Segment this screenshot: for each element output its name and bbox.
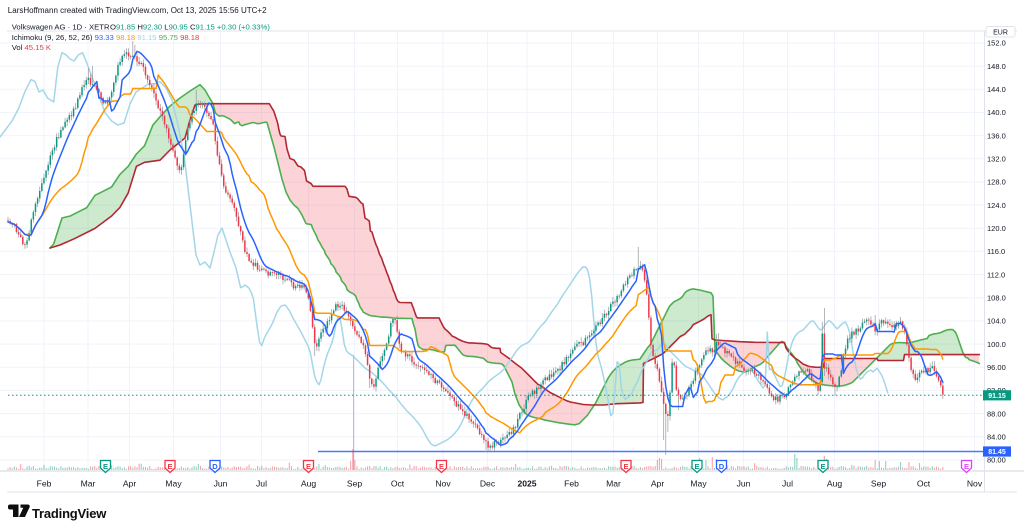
svg-text:2025: 2025: [517, 479, 536, 489]
svg-text:E: E: [694, 462, 699, 471]
svg-text:100.0: 100.0: [987, 340, 1006, 349]
svg-text:LarsHoffmann created with Trad: LarsHoffmann created with TradingView.co…: [8, 6, 267, 15]
svg-text:Aug: Aug: [827, 479, 843, 489]
svg-text:Nov: Nov: [967, 479, 983, 489]
svg-text:E: E: [820, 462, 825, 471]
svg-text:Oct: Oct: [917, 479, 931, 489]
svg-text:136.0: 136.0: [987, 131, 1006, 140]
svg-text:Apr: Apr: [123, 479, 137, 489]
svg-text:96.00: 96.00: [987, 363, 1006, 372]
svg-text:E: E: [306, 462, 311, 471]
svg-text:81.45: 81.45: [988, 449, 1006, 456]
svg-text:Dec: Dec: [480, 479, 496, 489]
svg-text:E: E: [167, 462, 172, 471]
svg-text:TradingView: TradingView: [32, 506, 107, 521]
svg-text:Oct: Oct: [391, 479, 405, 489]
svg-text:140.0: 140.0: [987, 108, 1006, 117]
svg-text:O91.85 H92.30 L90.95 C91.15 +0: O91.85 H92.30 L90.95 C91.15 +0.30 (+0.33…: [110, 22, 270, 31]
svg-text:May: May: [690, 479, 707, 489]
svg-text:Jul: Jul: [782, 479, 793, 489]
svg-text:Sep: Sep: [871, 479, 887, 489]
svg-text:120.0: 120.0: [987, 224, 1006, 233]
svg-text:E: E: [964, 462, 969, 471]
svg-text:Jun: Jun: [214, 479, 228, 489]
svg-text:E: E: [103, 462, 108, 471]
svg-text:Ichimoku (9, 26, 52, 26) 93.33: Ichimoku (9, 26, 52, 26) 93.33 98.18 91.…: [12, 33, 200, 42]
svg-text:E: E: [623, 462, 628, 471]
svg-text:Mar: Mar: [606, 479, 621, 489]
svg-text:132.0: 132.0: [987, 155, 1006, 164]
svg-text:104.0: 104.0: [987, 317, 1006, 326]
svg-text:E: E: [439, 462, 444, 471]
svg-text:124.0: 124.0: [987, 201, 1006, 210]
svg-text:Sep: Sep: [347, 479, 363, 489]
svg-text:Feb: Feb: [37, 479, 52, 489]
svg-text:Nov: Nov: [435, 479, 451, 489]
svg-text:Aug: Aug: [301, 479, 317, 489]
svg-text:D: D: [212, 462, 218, 471]
svg-text:80.00: 80.00: [987, 456, 1006, 465]
svg-text:108.0: 108.0: [987, 294, 1006, 303]
svg-text:May: May: [165, 479, 182, 489]
svg-text:148.0: 148.0: [987, 62, 1006, 71]
svg-text:144.0: 144.0: [987, 85, 1006, 94]
svg-text:84.00: 84.00: [987, 432, 1006, 441]
svg-text:Volkswagen AG · 1D · XETR: Volkswagen AG · 1D · XETR: [12, 22, 110, 31]
svg-text:152.0: 152.0: [987, 39, 1006, 48]
svg-text:Jun: Jun: [737, 479, 751, 489]
svg-text:91.15: 91.15: [988, 393, 1006, 400]
svg-text:Apr: Apr: [651, 479, 665, 489]
svg-text:Vol 45.15 K: Vol 45.15 K: [12, 43, 52, 52]
svg-text:EUR: EUR: [993, 30, 1008, 37]
svg-text:112.0: 112.0: [987, 270, 1005, 279]
svg-text:D: D: [719, 462, 725, 471]
svg-text:Jul: Jul: [256, 479, 267, 489]
svg-text:Feb: Feb: [564, 479, 579, 489]
svg-text:128.0: 128.0: [987, 178, 1006, 187]
svg-text:Mar: Mar: [81, 479, 96, 489]
svg-text:88.00: 88.00: [987, 409, 1006, 418]
svg-text:116.0: 116.0: [987, 247, 1005, 256]
